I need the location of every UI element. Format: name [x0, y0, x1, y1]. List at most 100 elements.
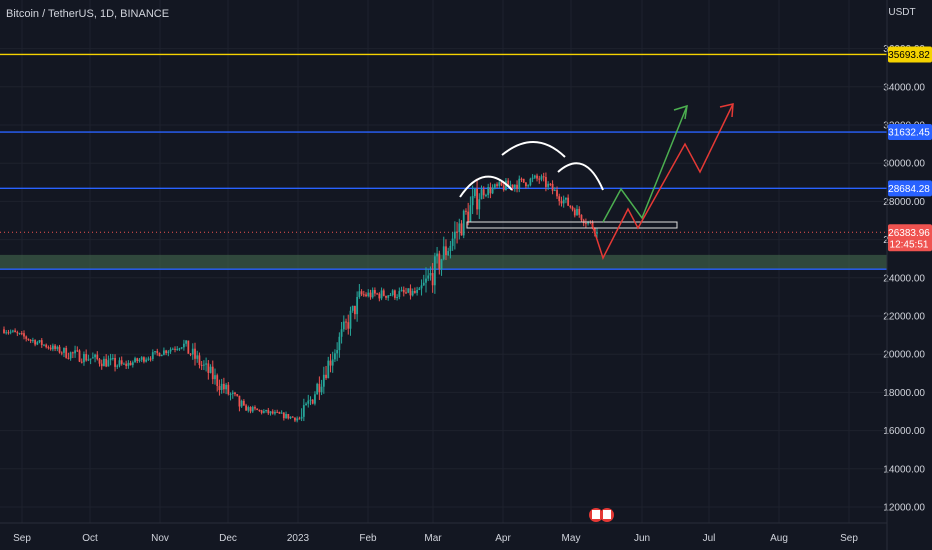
candle-body [322, 374, 325, 387]
time-axis[interactable]: Sep Oct Nov Dec 2023 Feb Mar Apr May Jun Jul Aug Sep [0, 522, 887, 544]
candle-body [187, 340, 190, 354]
price-tick-label: 16000.00 [883, 426, 925, 437]
candle-body [407, 288, 410, 293]
candle-body [398, 291, 401, 297]
time-tick-label: Nov [151, 533, 169, 544]
candle-body [125, 363, 128, 366]
candle-body [245, 405, 247, 411]
candle-body [307, 400, 310, 404]
candle-body [196, 355, 199, 359]
symbol-name[interactable]: Bitcoin / TetherUS [6, 8, 94, 20]
candle-body [354, 305, 356, 315]
candle-body [149, 358, 152, 360]
candle-body [453, 231, 456, 239]
candle-body [325, 374, 327, 379]
candle-body [134, 358, 136, 363]
last-price-box [888, 224, 932, 252]
candle-body [545, 177, 547, 187]
candle-body [449, 245, 452, 252]
candle-body [558, 196, 561, 202]
candle-body [533, 175, 536, 178]
candle-body [31, 340, 34, 342]
price-tick-label: 12000.00 [883, 503, 925, 514]
event-flag-icon [603, 510, 611, 519]
candle-body [240, 400, 243, 407]
candle-body [260, 410, 263, 413]
candle-body [393, 290, 396, 298]
candle-body [47, 347, 50, 349]
currency-label: USDT [888, 7, 915, 18]
candle-body [287, 414, 290, 419]
candle-body [234, 392, 236, 395]
shoulder-arc-left [459, 175, 513, 198]
candle-body [94, 354, 96, 358]
drawings [459, 103, 734, 522]
candle-body [460, 223, 463, 236]
candle-body [38, 340, 41, 343]
candle-body [522, 178, 525, 183]
price-tick-label: 14000.00 [883, 464, 925, 475]
candle-body [251, 407, 254, 412]
candle-body [380, 290, 383, 299]
last-price-label: 26383.96 [888, 228, 930, 239]
price-tick-label: 24000.00 [883, 273, 925, 284]
candle-body [560, 201, 563, 204]
candle-body [456, 231, 458, 233]
candle-body [318, 383, 321, 393]
blue-level-label-middle-box [888, 180, 932, 197]
candle-body [413, 291, 416, 293]
candle-body [476, 188, 478, 210]
candle-body [387, 295, 390, 298]
candle-body [578, 208, 581, 215]
candle-body [103, 358, 105, 367]
candle-body [329, 360, 332, 366]
candle-body [254, 407, 256, 409]
candle-body [9, 331, 12, 333]
candle-body [49, 347, 52, 350]
candle-body [427, 275, 430, 279]
shoulder-arc-right [557, 162, 604, 191]
candle-body [136, 358, 139, 362]
time-tick-label: Aug [770, 533, 788, 544]
candle-body [371, 290, 374, 298]
candle-body [447, 251, 450, 256]
bullish-arrowhead [673, 104, 688, 120]
candle-body [525, 182, 527, 187]
candle-body [43, 344, 45, 346]
candle-body [509, 184, 512, 186]
candle-body [282, 412, 285, 419]
candle-body [316, 383, 319, 395]
candle-body [182, 343, 185, 348]
candle-body [405, 292, 407, 294]
candle-body [489, 187, 492, 194]
candle-body [520, 178, 523, 180]
support-zone-fill [0, 254, 887, 270]
interval-label[interactable]: 1D [99, 8, 115, 20]
candle-body [154, 351, 156, 353]
candle-body [114, 357, 116, 367]
candle-body [309, 399, 312, 401]
candle-body [529, 178, 532, 186]
bearish-arrowhead [719, 103, 734, 118]
candle-body [400, 289, 403, 292]
candle-body [498, 182, 501, 186]
candle-body [3, 329, 5, 333]
candle-body [36, 342, 39, 345]
yellow-level-label: 35693.82 [888, 50, 930, 61]
price-axis[interactable]: 36000.0034000.0032000.0030000.0028000.00… [883, 0, 932, 550]
candle-body [302, 405, 305, 417]
candle-body [238, 395, 241, 407]
candle-body [422, 282, 425, 286]
candle-body [496, 184, 498, 186]
time-tick-label: Dec [219, 533, 237, 544]
candle-body [276, 411, 279, 413]
candle-body [120, 360, 123, 364]
candle-body [580, 214, 583, 221]
candle-body [229, 394, 232, 396]
bearish-projection-arrow [591, 103, 734, 260]
candle-body [58, 346, 61, 353]
candle-body [458, 223, 461, 233]
candle-body [71, 352, 74, 354]
candle-body [151, 352, 154, 359]
